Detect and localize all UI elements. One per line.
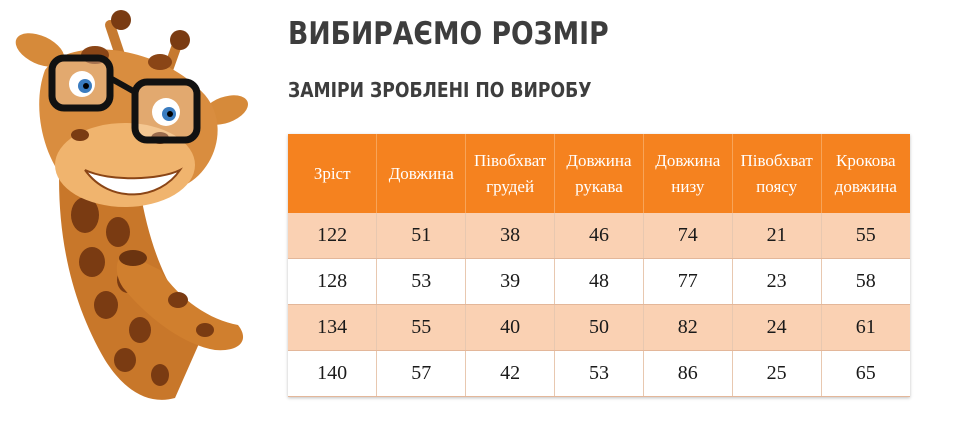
table-cell: 50	[554, 304, 644, 351]
table-cell: 82	[643, 304, 733, 351]
table-cell: 74	[643, 213, 733, 259]
table-row: 122 51 38 46 74 21 55	[288, 213, 910, 259]
table-row: 128 53 39 48 77 23 58	[288, 258, 910, 305]
table-cell: 39	[465, 258, 556, 305]
table-cell: 140	[288, 350, 378, 397]
table-cell: 38	[465, 213, 556, 259]
table-cell: 23	[732, 258, 822, 305]
column-header-half-waist: Півобхват поясу	[732, 134, 822, 213]
table-row: 140 57 42 53 86 25 65	[288, 350, 910, 397]
table-cell: 55	[821, 213, 910, 259]
table-header-row: Зріст Довжина Півобхват грудей Довжина р…	[288, 134, 910, 213]
table-cell: 61	[821, 304, 910, 351]
table-cell: 25	[732, 350, 822, 397]
page-subtitle: ЗАМІРИ ЗРОБЛЕНІ ПО ВИРОБУ	[288, 78, 592, 102]
table-row: 134 55 40 50 82 24 61	[288, 304, 910, 351]
table-cell: 48	[554, 258, 644, 305]
table-cell: 128	[288, 258, 378, 305]
table-cell: 53	[376, 258, 467, 305]
table-cell: 65	[821, 350, 910, 397]
table-cell: 86	[643, 350, 733, 397]
table-cell: 122	[288, 213, 378, 259]
column-header-sleeve-length: Довжина рукава	[554, 134, 644, 213]
table-cell: 24	[732, 304, 822, 351]
column-header-half-chest: Півобхват грудей	[465, 134, 556, 213]
table-cell: 55	[376, 304, 467, 351]
table-cell: 134	[288, 304, 378, 351]
size-chart-table: Зріст Довжина Півобхват грудей Довжина р…	[288, 134, 910, 397]
column-header-height: Зріст	[288, 134, 378, 213]
table-cell: 42	[465, 350, 556, 397]
table-cell: 77	[643, 258, 733, 305]
column-header-bottom-length: Довжина низу	[643, 134, 733, 213]
table-cell: 46	[554, 213, 644, 259]
table-cell: 21	[732, 213, 822, 259]
column-header-inseam: Крокова довжина	[821, 134, 910, 213]
page-title: ВИБИРАЄМО РОЗМІР	[288, 16, 609, 52]
column-header-length: Довжина	[376, 134, 467, 213]
table-cell: 40	[465, 304, 556, 351]
giraffe-with-glasses-icon	[15, 10, 248, 400]
table-cell: 57	[376, 350, 467, 397]
table-cell: 53	[554, 350, 644, 397]
table-cell: 51	[376, 213, 467, 259]
table-cell: 58	[821, 258, 910, 305]
